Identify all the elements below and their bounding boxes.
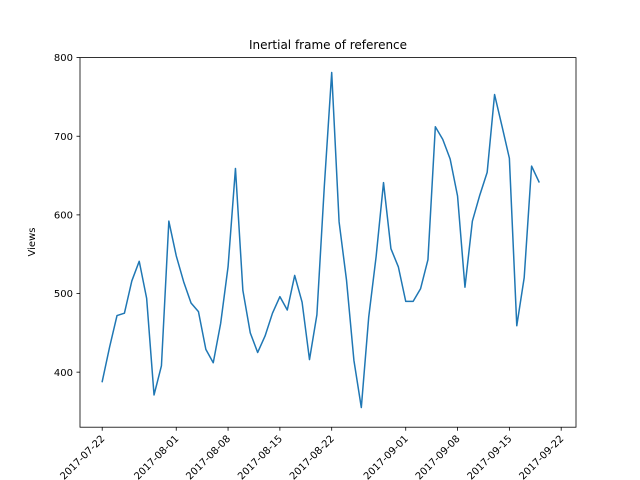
y-tick-label: 400 bbox=[54, 368, 73, 379]
x-tick-label: 2017-09-08 bbox=[414, 434, 463, 480]
x-tick-label: 2017-08-22 bbox=[288, 434, 337, 480]
chart-title: Inertial frame of reference bbox=[249, 38, 407, 52]
y-tick-label: 700 bbox=[54, 132, 73, 143]
x-tick-label: 2017-08-08 bbox=[184, 434, 233, 480]
y-axis: 400 500 600 700 800 bbox=[54, 53, 80, 379]
x-axis: 2017-07-22 2017-08-01 2017-08-08 2017-08-15… bbox=[58, 427, 566, 480]
y-axis-label: Views bbox=[27, 228, 38, 257]
x-tick-label: 2017-08-01 bbox=[132, 434, 181, 480]
plot-layer bbox=[101, 71, 540, 409]
plot-frame bbox=[79, 57, 577, 428]
x-tick-label: 2017-09-15 bbox=[466, 434, 515, 480]
x-tick-label: 2017-09-22 bbox=[517, 434, 566, 480]
x-tick-label: 2017-07-22 bbox=[58, 434, 107, 480]
x-tick-label: 2017-09-01 bbox=[362, 434, 411, 480]
x-tick-label: 2017-08-15 bbox=[236, 434, 285, 480]
y-tick-label: 500 bbox=[54, 289, 73, 300]
series-line-0 bbox=[101, 71, 540, 409]
y-tick-label: 600 bbox=[54, 210, 73, 221]
y-tick-label: 800 bbox=[54, 53, 73, 64]
